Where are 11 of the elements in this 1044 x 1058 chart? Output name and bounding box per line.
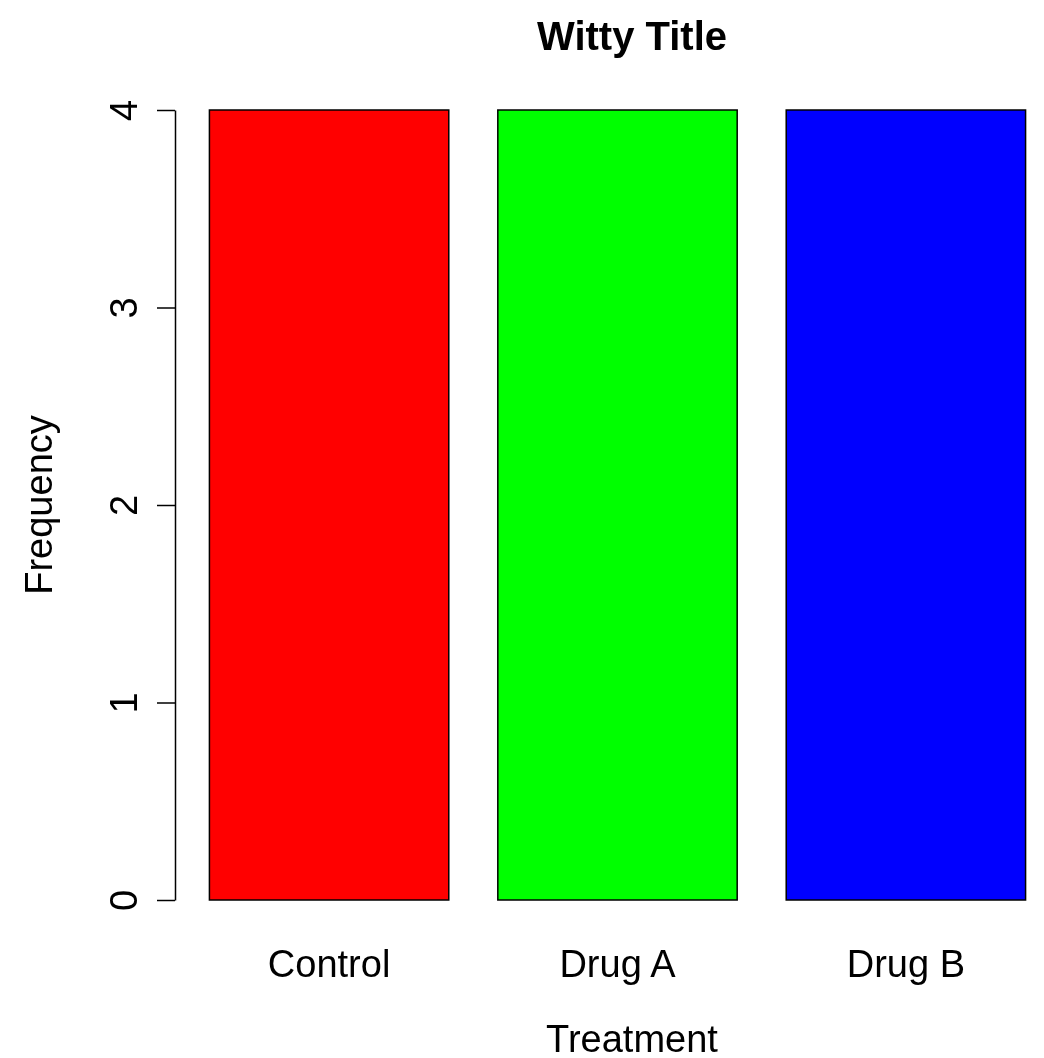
x-tick-label: Drug B — [846, 943, 966, 985]
chart-title: Witty Title — [536, 14, 728, 58]
y-axis-title: Frequency — [18, 415, 60, 595]
y-tick-label: 3 — [103, 297, 145, 319]
x-tick-label: Control — [267, 943, 391, 985]
y-tick-label: 2 — [103, 494, 145, 517]
y-tick-label: 0 — [103, 889, 145, 912]
x-tick-label: Drug A — [559, 943, 677, 985]
x-axis-title: Treatment — [546, 1018, 719, 1058]
y-tick-label: 1 — [103, 692, 145, 714]
y-tick-label: 4 — [103, 99, 145, 122]
